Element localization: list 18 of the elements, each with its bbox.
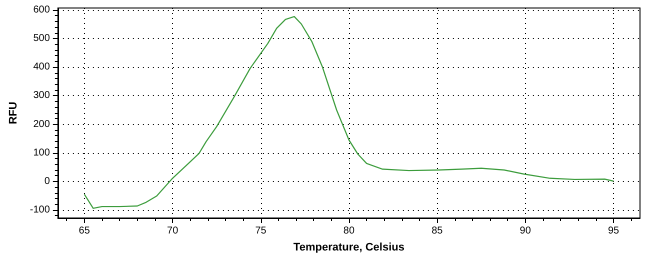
x-tick-label: 65: [78, 226, 90, 236]
y-axis-title: RFU: [8, 102, 20, 124]
x-tick-label: 70: [167, 226, 179, 236]
line-series: [84, 16, 614, 209]
y-tick-label: 400: [33, 62, 50, 73]
y-tick-label: 100: [33, 147, 50, 158]
y-tick-label: 300: [33, 90, 50, 102]
x-tick-label: 95: [608, 226, 620, 236]
x-tick-label: 90: [520, 226, 532, 236]
y-tick-label: 500: [33, 33, 50, 44]
y-tick-label: 600: [33, 4, 50, 16]
x-axis-title: Temperature, Celsius: [293, 242, 404, 254]
x-tick-label: 80: [343, 226, 355, 236]
y-tick-label: 0: [44, 176, 50, 187]
y-tick-label: 200: [33, 118, 50, 130]
y-tick-label: -100: [30, 204, 50, 216]
x-tick-label: 85: [432, 226, 444, 236]
x-tick-label: 75: [255, 226, 267, 236]
